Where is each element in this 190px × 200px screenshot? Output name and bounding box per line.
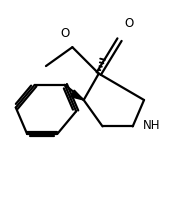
Text: O: O	[124, 17, 134, 30]
Text: NH: NH	[143, 119, 161, 132]
Polygon shape	[70, 90, 84, 100]
Text: O: O	[60, 27, 70, 40]
